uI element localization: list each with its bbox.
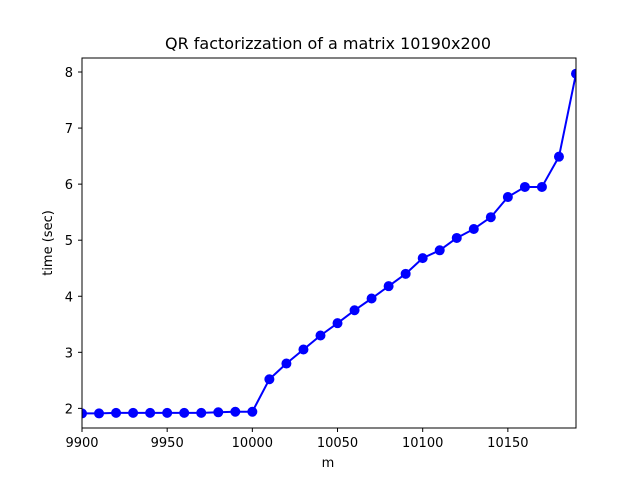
data-point [213,407,224,418]
data-point [264,374,275,385]
y-tick-label: 2 [65,402,73,417]
data-point [247,406,258,417]
y-tick-label: 5 [65,234,73,249]
x-tick-label: 9900 [65,436,98,451]
data-point [536,181,547,192]
plot-area [82,68,576,419]
data-point [111,407,122,418]
y-axis-label: time (sec) [41,210,56,276]
x-axis-label: m [322,456,335,471]
data-point [128,407,139,418]
data-point [281,358,292,369]
y-tick-label: 8 [65,66,73,81]
x-tick-label: 10150 [487,436,528,451]
data-point [82,408,87,419]
data-point [298,344,309,355]
data-point [315,330,326,341]
data-point [145,407,156,418]
data-point [553,151,564,162]
y-tick-label: 7 [65,122,73,137]
data-point [468,223,479,234]
data-point [502,192,513,203]
data-point [349,305,360,316]
data-point [162,407,173,418]
y-tick-label: 4 [65,290,73,305]
x-axis: 9900 9950 10000 10050 10100 10150 [65,428,529,451]
chart-title: QR factorizzation of a matrix 10190x200 [165,34,491,53]
data-point [366,293,377,304]
data-point [434,245,445,256]
data-point [485,212,496,223]
data-point [179,407,190,418]
data-point [451,232,462,243]
x-tick-label: 10100 [402,436,443,451]
data-point [383,281,394,292]
x-tick-label: 9950 [151,436,184,451]
plot-frame [81,57,577,429]
data-point [417,253,428,264]
y-axis: 2 3 4 5 6 7 8 [65,66,82,417]
data-point [94,408,105,419]
data-point [230,406,241,417]
data-point [519,181,530,192]
x-tick-label: 10050 [317,436,358,451]
data-point [196,407,207,418]
x-tick-label: 10000 [232,436,273,451]
y-tick-label: 6 [65,178,73,193]
data-point [400,268,411,279]
data-point [571,68,576,79]
y-tick-label: 3 [65,346,73,361]
data-point [332,318,343,329]
